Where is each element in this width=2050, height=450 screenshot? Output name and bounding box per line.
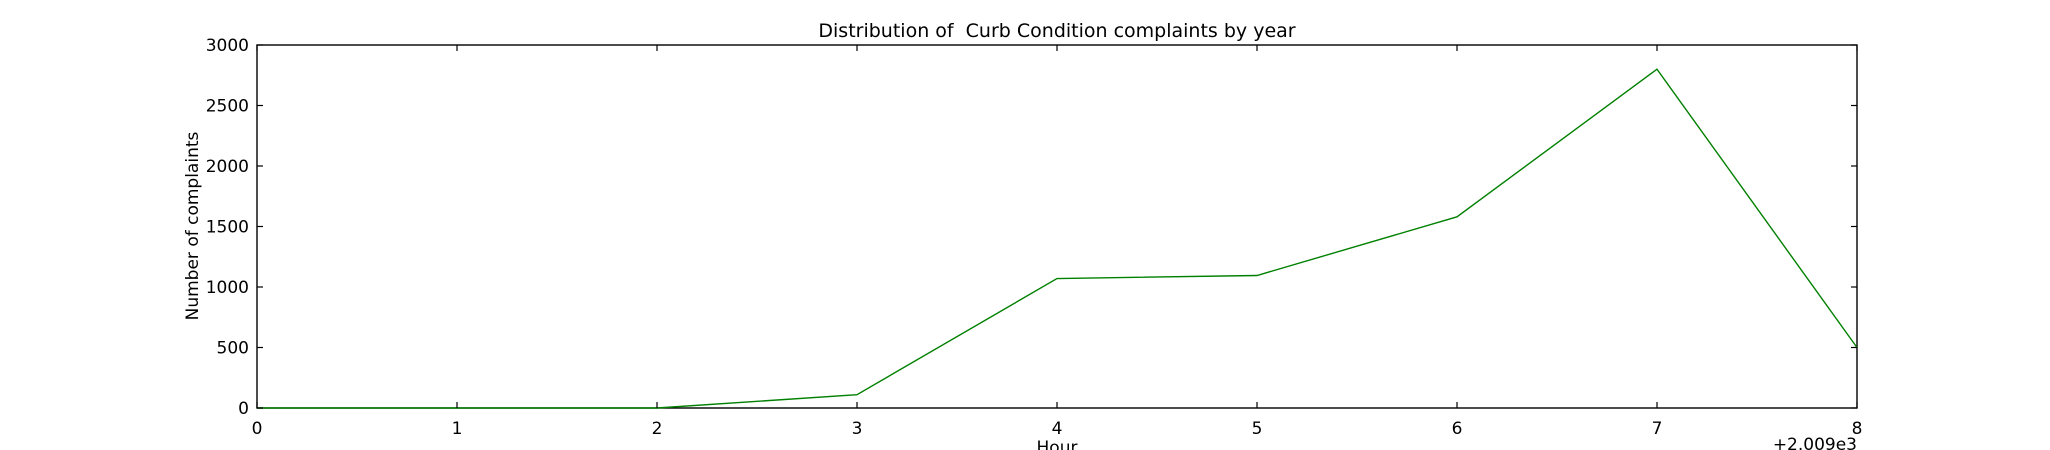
y-tick-label: 3000 (206, 36, 249, 56)
y-tick-label: 0 (238, 399, 249, 419)
x-tick-label: 6 (1452, 419, 1463, 439)
y-tick-label: 1500 (206, 218, 249, 238)
plot-area (256, 44, 1858, 409)
x-tick-label: 7 (1652, 419, 1663, 439)
y-axis-label: Number of complaints (183, 131, 203, 320)
x-tick-label: 1 (452, 419, 463, 439)
x-tick-label: 2 (652, 419, 663, 439)
y-tick-label: 500 (217, 339, 249, 359)
x-axis-offset-label: +2.009e3 (1773, 435, 1857, 450)
x-tick-label: 4 (1052, 419, 1063, 439)
x-axis-label: Hour (1037, 438, 1078, 450)
x-tick-label: 5 (1252, 419, 1263, 439)
y-tick-label: 2000 (206, 157, 249, 177)
y-tick-label: 1000 (206, 278, 249, 298)
plot-frame (256, 44, 1858, 409)
x-axis: 0 1 2 3 4 5 6 7 8 (252, 45, 1863, 439)
chart-title: Distribution of Curb Condition complaint… (818, 20, 1295, 42)
x-tick-label: 0 (252, 419, 263, 439)
y-tick-label: 2500 (206, 97, 249, 117)
x-tick-label: 3 (852, 419, 863, 439)
y-axis: 0 500 1000 1500 2000 2500 3000 (206, 36, 1857, 419)
x-tick-label: 8 (1852, 419, 1863, 439)
